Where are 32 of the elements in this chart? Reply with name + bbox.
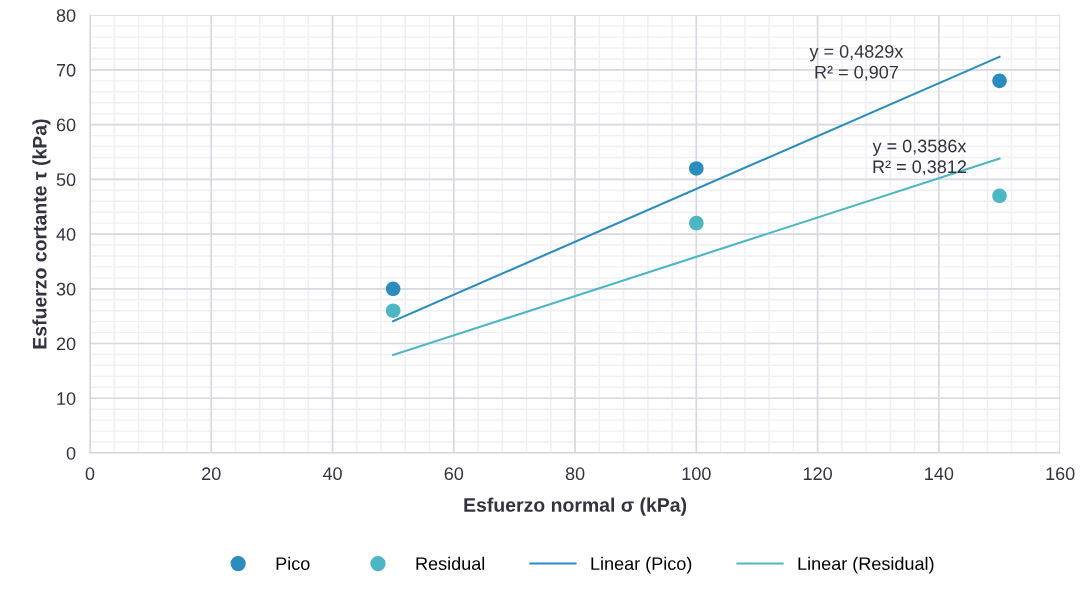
y-tick-label: 40 <box>56 228 76 241</box>
y-tick-label: 60 <box>56 118 76 132</box>
y-tick-label: 30 <box>56 282 76 296</box>
y-tick-label: 20 <box>56 337 76 351</box>
y-tick-label: 10 <box>57 392 76 405</box>
point <box>385 281 401 297</box>
annotation: y = 0,3586x R² = 0,3812 <box>872 139 967 176</box>
x-tick-label: 100 <box>682 467 711 481</box>
x-axis-title: Esfuerzo normal σ (kPa) <box>464 497 687 516</box>
y-tick-label: 50 <box>56 173 76 187</box>
x-tick-label: 20 <box>202 467 221 481</box>
x-tick-label: 60 <box>444 467 464 481</box>
x-tick-label: 140 <box>925 467 954 481</box>
annotation: y = 0,4829x R² = 0,907 <box>809 45 904 81</box>
point <box>689 161 704 176</box>
legend-label: Linear (Residual) <box>798 556 934 574</box>
y-tick-label: 80 <box>56 9 76 22</box>
legend-label: Residual <box>416 556 485 571</box>
legend-label: Pico <box>276 556 310 571</box>
point <box>992 73 1007 89</box>
x-tick-label: 40 <box>322 467 342 481</box>
point <box>992 188 1007 204</box>
point <box>385 303 401 318</box>
x-tick-label: 120 <box>803 467 832 481</box>
legend-label: Linear (Pico) <box>591 556 692 574</box>
x-tick-label: 160 <box>1046 467 1075 481</box>
y-tick-label: 0 <box>66 446 76 460</box>
x-tick-label: 0 <box>85 467 95 481</box>
y-tick-label: 70 <box>56 63 76 77</box>
point <box>689 215 704 231</box>
x-tick-label: 80 <box>565 467 585 481</box>
y-axis-title: Esfuerzo cortante τ (kPa) <box>32 119 51 349</box>
